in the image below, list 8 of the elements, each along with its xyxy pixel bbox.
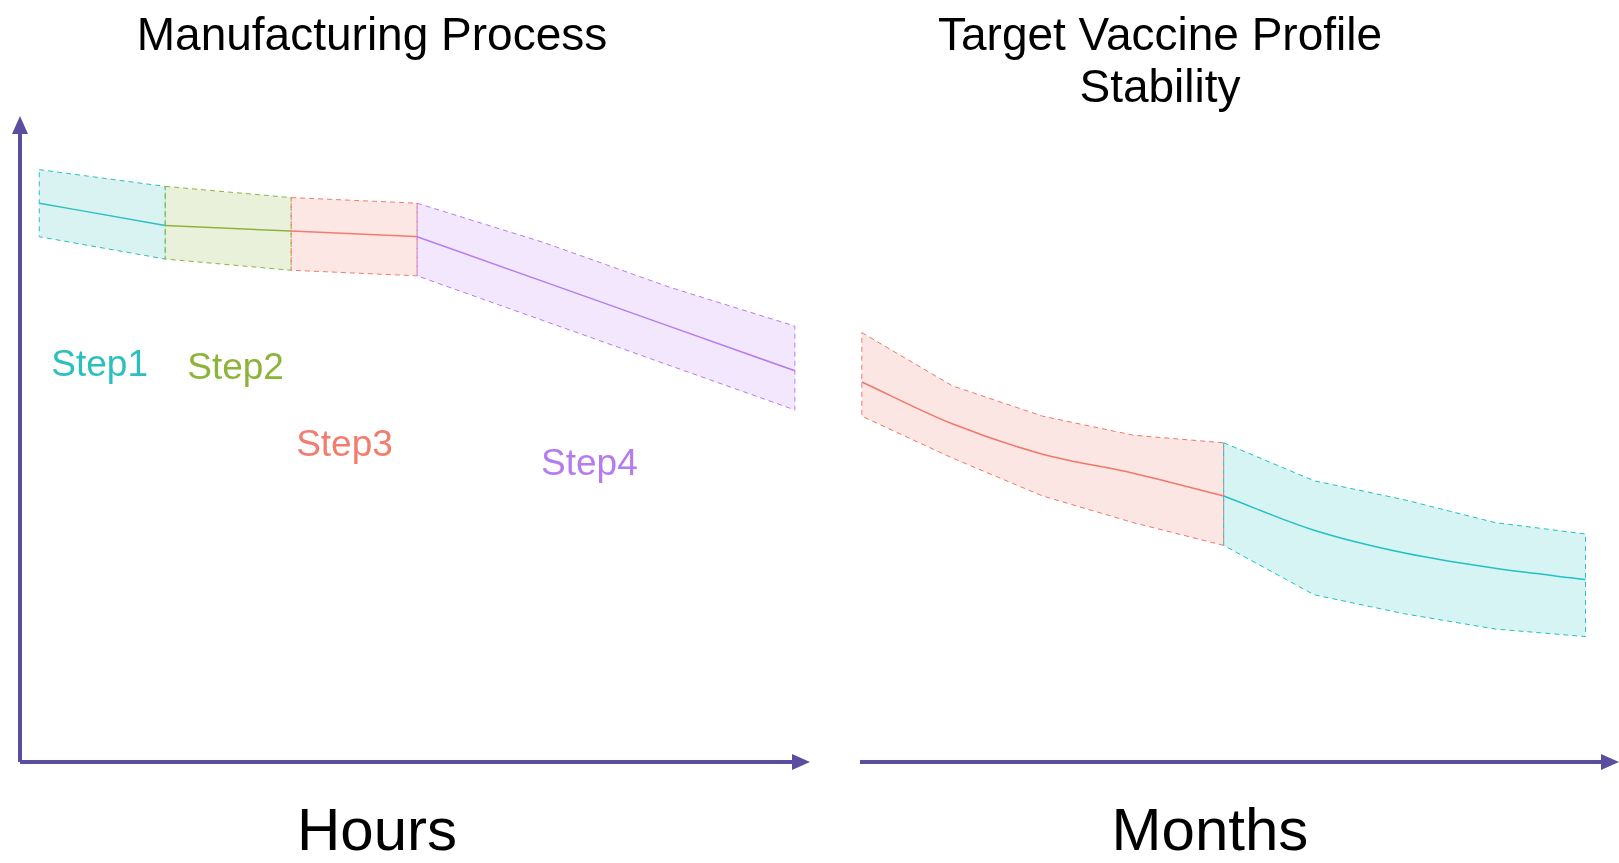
x-axis-title: Hours <box>295 796 459 863</box>
text: Step1 <box>51 342 148 384</box>
x-axis-title: Months <box>1110 796 1310 863</box>
text: Step2 <box>187 346 284 388</box>
chart-title: Target Vaccine Profile Stability <box>937 8 1383 112</box>
chart-title: Manufacturing Process <box>135 8 609 60</box>
text: Step3 <box>296 423 393 465</box>
text: Step4 <box>541 442 638 484</box>
